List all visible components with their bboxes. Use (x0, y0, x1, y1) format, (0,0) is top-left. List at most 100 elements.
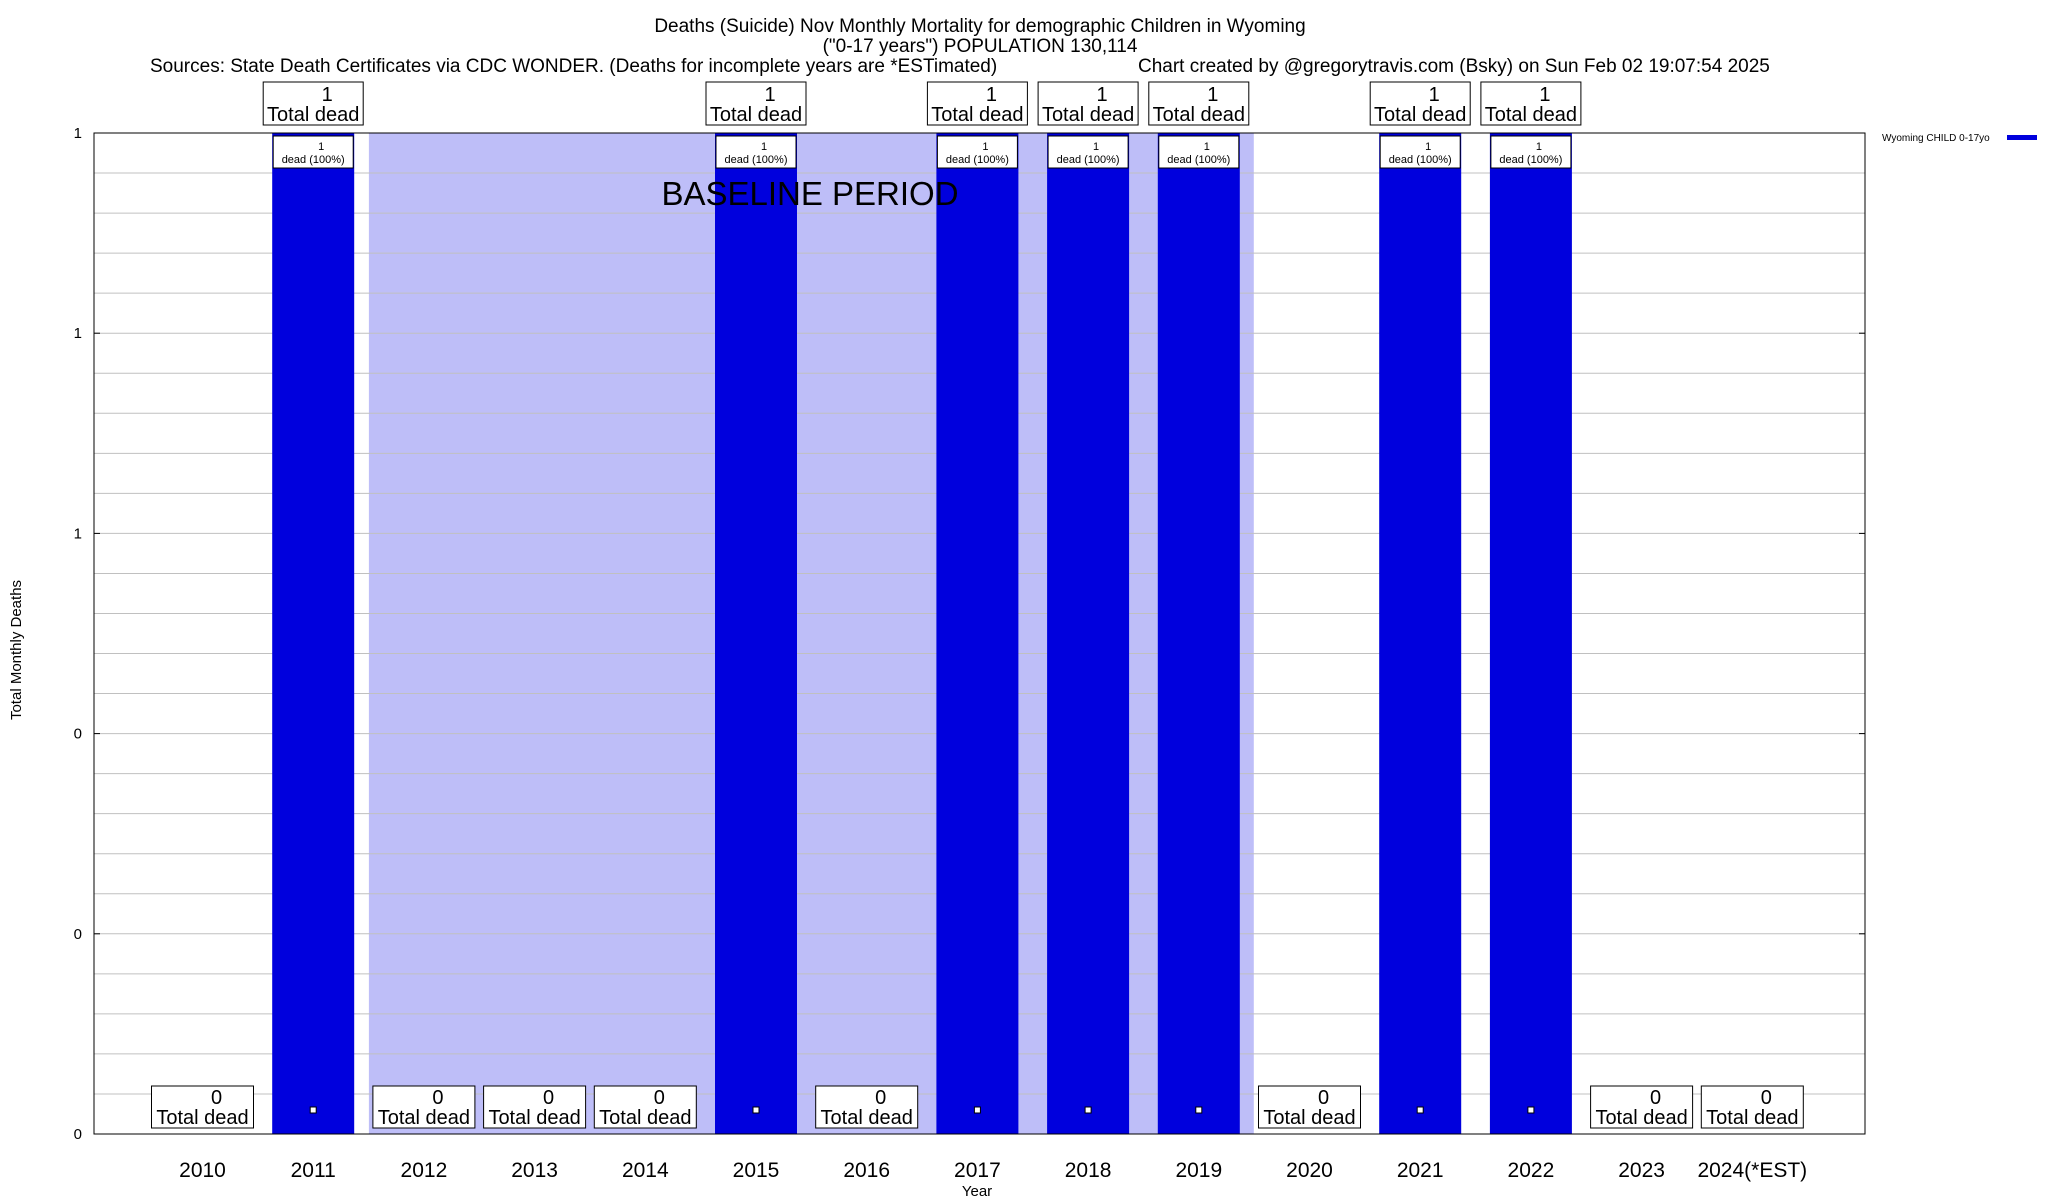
total-label-text: Total dead (488, 1107, 580, 1129)
total-label-box (1148, 81, 1250, 126)
x-tick-marker (1416, 1106, 1424, 1114)
bar-label-box (1379, 135, 1461, 169)
total-label-value: 0 (875, 1087, 886, 1109)
bar-label-box (1158, 135, 1240, 169)
y-tick-label: 1 (74, 325, 82, 342)
total-label-value: 0 (1650, 1087, 1661, 1109)
total-label-box (705, 81, 807, 126)
bar-2011 (272, 133, 355, 1134)
total-label-value: 1 (986, 84, 997, 106)
total-label-box (372, 1085, 476, 1129)
bar-label-value: 1 (1093, 141, 1099, 153)
x-tick-label: 2011 (291, 1159, 336, 1182)
x-tick-label: 2022 (1508, 1159, 1555, 1182)
x-tick-marker (1084, 1106, 1092, 1114)
bar-layer (272, 133, 1572, 1134)
total-label-text: Total dead (1595, 1107, 1687, 1129)
total-label-text: Total dead (1485, 104, 1577, 126)
bar-label-box (936, 135, 1018, 169)
total-label-box (1700, 1085, 1804, 1129)
total-label-text: Total dead (267, 104, 359, 126)
bar-2021 (1379, 133, 1462, 1134)
total-label-value: 1 (322, 84, 333, 106)
bar-label-value: 1 (761, 141, 767, 153)
bar-2018 (1047, 133, 1130, 1134)
total-label-box (1258, 1085, 1361, 1129)
chart-title: Deaths (Suicide) Nov Monthly Mortality f… (654, 16, 1305, 37)
bar-2022 (1489, 133, 1572, 1134)
x-tick-label: 2019 (1175, 1159, 1222, 1182)
total-label-box (1590, 1085, 1694, 1129)
bar-2019 (1157, 133, 1240, 1134)
total-label-text: Total dead (156, 1107, 248, 1129)
total-label-value: 0 (211, 1087, 222, 1109)
total-label-value: 0 (432, 1087, 443, 1109)
y-tick-label: 0 (74, 726, 82, 743)
total-label-value: 0 (1761, 1087, 1772, 1109)
bar-label-text: dead (100%) (946, 154, 1009, 166)
x-tick-label: 2023 (1618, 1159, 1665, 1182)
x-tick-marker (1195, 1106, 1203, 1114)
total-label-value: 0 (1318, 1087, 1329, 1109)
total-label-value: 1 (1207, 84, 1218, 106)
x-tick-label: 2017 (954, 1159, 1001, 1182)
total-label-value: 0 (543, 1087, 554, 1109)
x-tick-label: 2018 (1065, 1159, 1112, 1182)
total-label-value: 1 (1429, 84, 1440, 106)
bar-label-text: dead (100%) (1389, 154, 1452, 166)
total-label-value: 0 (654, 1087, 665, 1109)
x-axis-title: Year (962, 1183, 992, 1200)
total-label-text: Total dead (931, 104, 1023, 126)
x-tick-label: 2016 (843, 1159, 890, 1182)
x-tick-label: 2024(*EST) (1697, 1159, 1807, 1182)
total-label-text: Total dead (378, 1107, 470, 1129)
total-label-text: Total dead (821, 1107, 913, 1129)
total-label-box (1369, 81, 1471, 126)
bar-label-box (715, 135, 797, 169)
total-label-text: Total dead (1263, 1107, 1355, 1129)
y-tick-label: 1 (74, 525, 82, 542)
bar-label-value: 1 (1425, 141, 1431, 153)
total-label-text: Total dead (599, 1107, 691, 1129)
total-label-text: Total dead (1706, 1107, 1798, 1129)
total-label-value: 1 (764, 84, 775, 106)
total-label-box (1480, 81, 1582, 126)
total-label-box (151, 1085, 254, 1129)
y-tick-layer: 0 0 0 1 1 1 (74, 125, 1865, 1143)
total-label-text: Total dead (1042, 104, 1134, 126)
x-tick-label: 2010 (179, 1159, 226, 1182)
baseline-period-label: BASELINE PERIOD (661, 175, 958, 212)
y-axis-title: Total Monthly Deaths (8, 580, 25, 720)
total-label-box (815, 1085, 919, 1129)
bar-label-value: 1 (1204, 141, 1210, 153)
x-tick-marker (1527, 1106, 1535, 1114)
total-label-box (262, 81, 364, 126)
bar-label-text: dead (100%) (1167, 154, 1230, 166)
chart-subtitle: ("0-17 years") POPULATION 130,114 (823, 36, 1138, 57)
total-label-value: 1 (1097, 84, 1108, 106)
bar-label-value: 1 (1536, 141, 1542, 153)
x-tick-label: 2020 (1286, 1159, 1333, 1182)
bar-label-value: 1 (318, 141, 324, 153)
bar-2015 (715, 133, 797, 1134)
chart-sources: Sources: State Death Certificates via CD… (150, 56, 997, 77)
bar-label-text: dead (100%) (1057, 154, 1120, 166)
total-label-text: Total dead (710, 104, 802, 126)
